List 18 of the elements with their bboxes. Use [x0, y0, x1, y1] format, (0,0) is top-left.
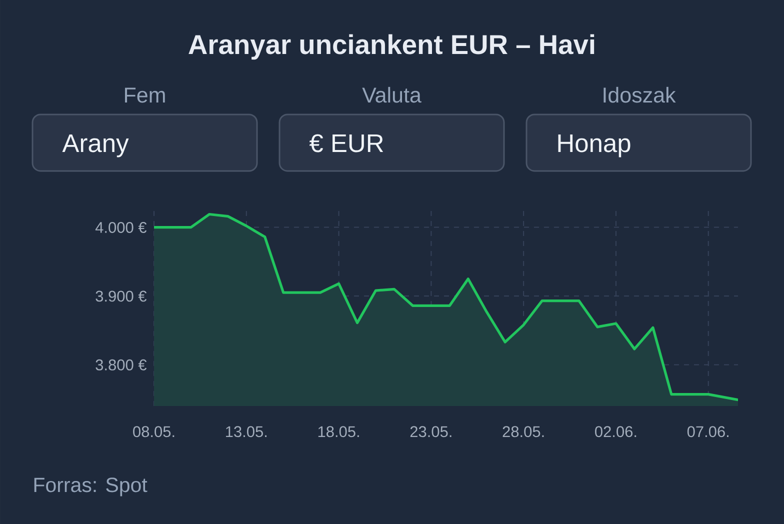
x-tick-label: 08.05. [133, 426, 174, 438]
y-tick-label: 4.000 € [95, 222, 147, 233]
text: Honap [558, 134, 630, 158]
x-tick-label: 13.05. [226, 426, 267, 438]
y-tick-label: 3.900 € [96, 290, 147, 302]
x-tick-label: 28.05. [502, 426, 544, 438]
text: Valuta [362, 86, 422, 103]
y-tick-label: 3.800 € [96, 359, 147, 370]
text: Fem [125, 88, 165, 103]
text: Arany [62, 134, 129, 158]
text: Forras: Spot [34, 478, 148, 496]
x-tick-label: 02.06. [595, 426, 636, 438]
text: Idoszak [604, 86, 676, 103]
text: € EUR [309, 134, 384, 152]
chart-title: Aranyar unciankent EUR – Havi [188, 34, 594, 60]
x-tick-label: 18.05. [318, 426, 359, 438]
x-tick-label: 23.05. [410, 426, 452, 438]
x-tick-label: 07.06. [687, 426, 728, 438]
